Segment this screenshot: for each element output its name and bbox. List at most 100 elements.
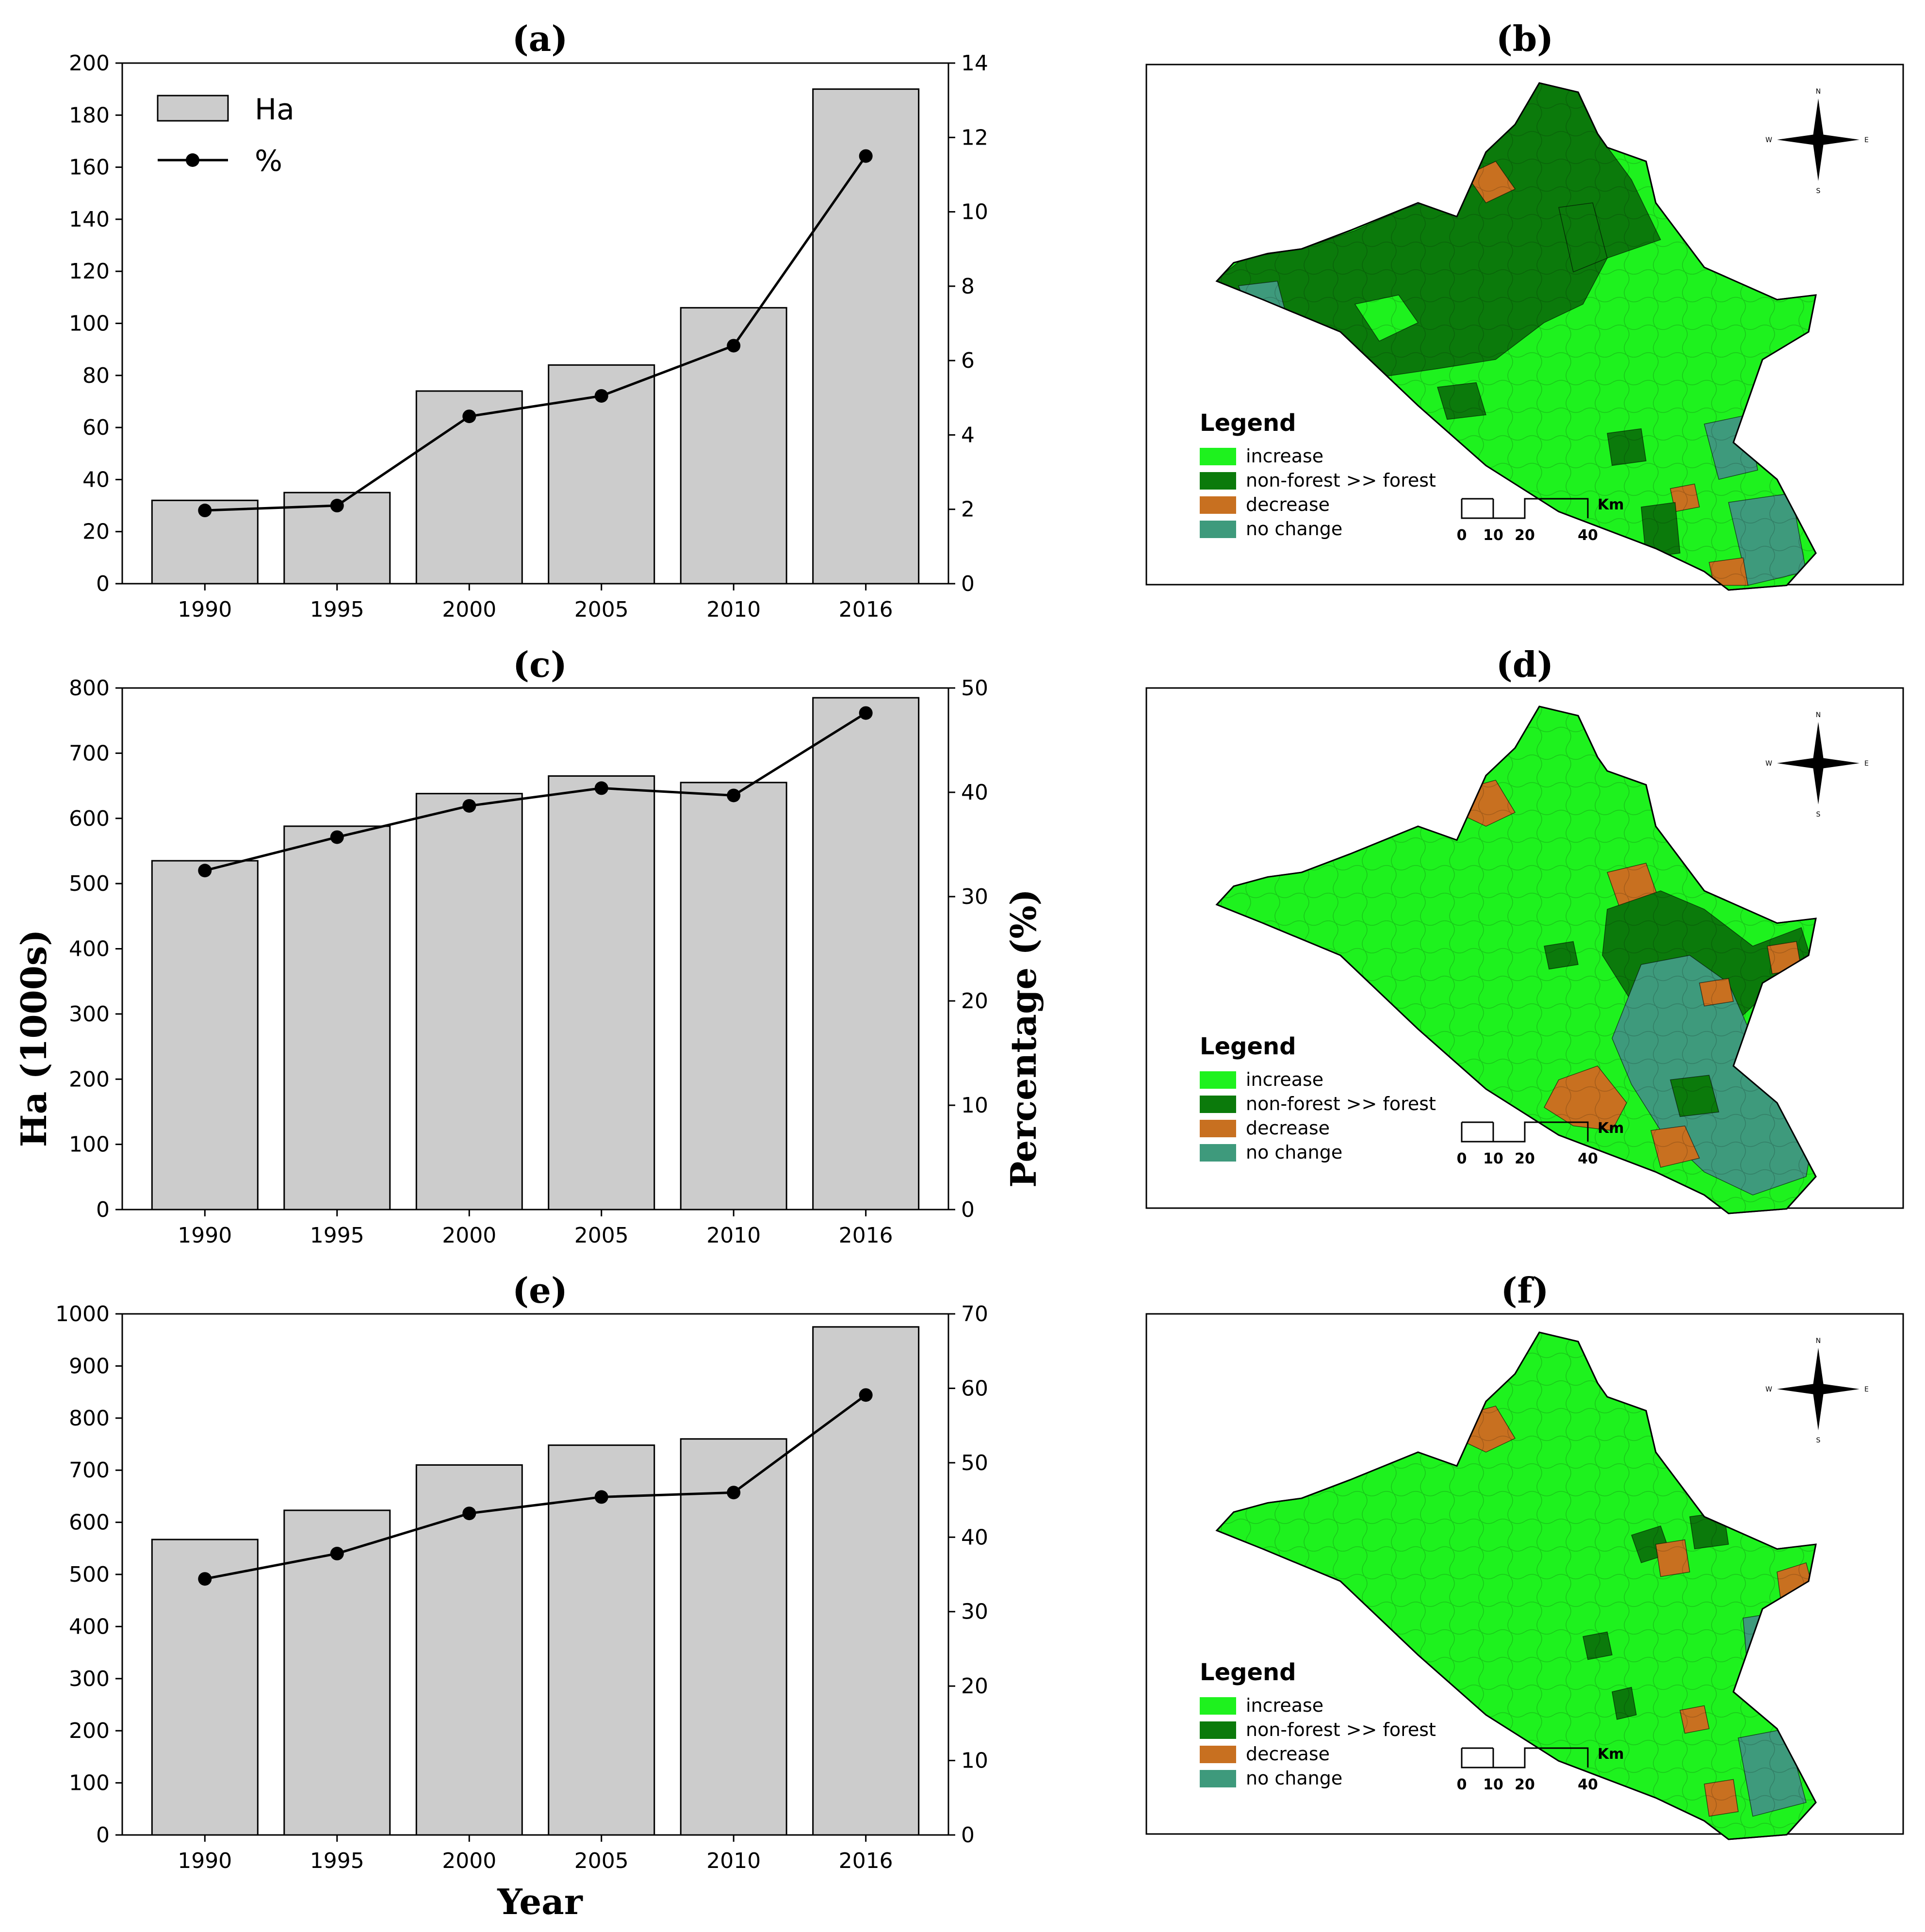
map-legend-label: increase — [1246, 445, 1323, 467]
map-legend-title: Legend — [1200, 409, 1296, 437]
y-tick-label: 600 — [69, 806, 110, 831]
y-tick-label: 0 — [96, 1197, 110, 1222]
y-tick-label: 180 — [69, 103, 110, 128]
percent-point-1990 — [198, 504, 212, 518]
y-tick-label: 1000 — [55, 1302, 110, 1326]
y-tick-label: 160 — [69, 155, 110, 180]
y2-tick-label: 40 — [961, 780, 988, 805]
y-tick-label: 600 — [69, 1510, 110, 1535]
scale-tick-label: 10 — [1483, 527, 1503, 544]
x-tick-label: 2000 — [442, 597, 496, 622]
y2-tick-label: 40 — [961, 1525, 988, 1550]
y-tick-label: 300 — [69, 1002, 110, 1027]
percent-point-2005 — [594, 389, 608, 403]
y2-tick-label: 70 — [961, 1302, 988, 1326]
map-legend-label: decrease — [1246, 1117, 1330, 1139]
chart-legend: Ha% — [157, 93, 294, 178]
x-tick-label: 2005 — [574, 1849, 629, 1873]
bar-2005 — [548, 1444, 655, 1836]
compass-east-arrow — [1818, 757, 1860, 769]
y2-tick-label: 0 — [961, 572, 975, 596]
y2-tick-label: 0 — [961, 1197, 975, 1222]
y-tick-label: 200 — [69, 1067, 110, 1092]
legend-label-bar: Ha — [255, 93, 294, 127]
bar-2000 — [415, 1464, 523, 1836]
scale-tick-label: 40 — [1578, 1150, 1598, 1167]
compass-n: N — [1816, 1337, 1821, 1345]
x-tick-label: 2016 — [839, 1849, 893, 1873]
percent-point-2005 — [594, 781, 608, 795]
chart-a: (a) 1990 1995 2000 2005 2010 2016020406080100… — [69, 18, 988, 622]
compass-south-arrow — [1812, 140, 1824, 181]
compass-east-arrow — [1818, 134, 1860, 146]
chart-title-a: (a) — [512, 18, 568, 59]
map-legend-label: increase — [1246, 1069, 1323, 1090]
map-legend-label: decrease — [1246, 494, 1330, 515]
x-tick-label: 1990 — [178, 597, 232, 622]
compass-n: N — [1816, 711, 1821, 719]
scale-tick-label: 20 — [1515, 527, 1535, 544]
map-legend-swatch — [1200, 1096, 1236, 1113]
y2-tick-label: 20 — [961, 989, 988, 1014]
map-legend: Legend increase non-forest >> forest decrea… — [1200, 1659, 1436, 1789]
compass-e: E — [1864, 760, 1869, 768]
compass-e: E — [1864, 1386, 1869, 1393]
scale-bar-segment — [1492, 498, 1589, 519]
map-legend-swatch — [1200, 1746, 1236, 1763]
scale-unit: Km — [1598, 1746, 1624, 1763]
y-tick-label: 700 — [69, 741, 110, 766]
map-legend-swatch — [1200, 1120, 1236, 1137]
compass-w: W — [1765, 760, 1772, 768]
map-legend-label: increase — [1246, 1695, 1323, 1716]
compass-north-arrow — [1812, 98, 1824, 140]
y-tick-label: 400 — [69, 937, 110, 962]
percent-point-1995 — [330, 499, 344, 513]
y-tick-label: 300 — [69, 1667, 110, 1691]
map-legend-label: decrease — [1246, 1743, 1330, 1765]
y-tick-label: 60 — [82, 415, 110, 440]
x-tick-label: 1990 — [178, 1223, 232, 1248]
map-legend-label: non-forest >> forest — [1246, 470, 1436, 491]
bar-2010 — [680, 782, 787, 1211]
y2-tick-label: 12 — [961, 125, 988, 150]
compass-e: E — [1864, 136, 1869, 144]
scale-tick-label: 20 — [1515, 1150, 1535, 1167]
y2-tick-label: 8 — [961, 274, 975, 299]
compass-icon: N S E W — [1765, 88, 1869, 195]
map-legend-label: no change — [1246, 1142, 1342, 1163]
scale-unit: Km — [1598, 1120, 1624, 1137]
y2-tick-label: 50 — [961, 1451, 988, 1475]
percent-point-2000 — [462, 409, 476, 424]
compass-south-arrow — [1812, 1389, 1824, 1430]
x-tick-label: 1995 — [310, 1849, 364, 1873]
y-tick-label: 40 — [82, 467, 110, 492]
map-legend: Legend increase non-forest >> forest decrea… — [1200, 409, 1436, 540]
district-borders — [1217, 706, 1816, 1214]
legend-swatch-bar — [157, 95, 229, 122]
scale-tick-label: 10 — [1483, 1150, 1503, 1167]
compass-west-arrow — [1777, 757, 1818, 769]
map-legend-swatch — [1200, 496, 1236, 514]
percent-line — [204, 712, 867, 872]
y2-axis-label: Percentage (%) — [1003, 889, 1044, 1188]
percent-point-1995 — [330, 1547, 344, 1561]
compass-s: S — [1816, 811, 1821, 819]
map-legend-swatch — [1200, 472, 1236, 490]
percent-point-1995 — [330, 830, 344, 844]
map-body — [1215, 705, 1817, 1214]
percent-point-1990 — [198, 1572, 212, 1586]
percent-point-2005 — [594, 1490, 608, 1504]
x-tick-label: 2005 — [574, 597, 629, 622]
compass-south-arrow — [1812, 763, 1824, 804]
legend-swatch-marker — [186, 153, 199, 167]
compass-w: W — [1765, 1386, 1772, 1393]
chart-title-c: (c) — [513, 644, 567, 685]
map-legend-swatch — [1200, 1770, 1236, 1787]
compass-north-arrow — [1812, 1348, 1824, 1389]
scale-tick-label: 10 — [1483, 1776, 1503, 1793]
map-legend-swatch — [1200, 1144, 1236, 1162]
compass-east-arrow — [1818, 1383, 1860, 1395]
bar-2016 — [812, 697, 920, 1211]
